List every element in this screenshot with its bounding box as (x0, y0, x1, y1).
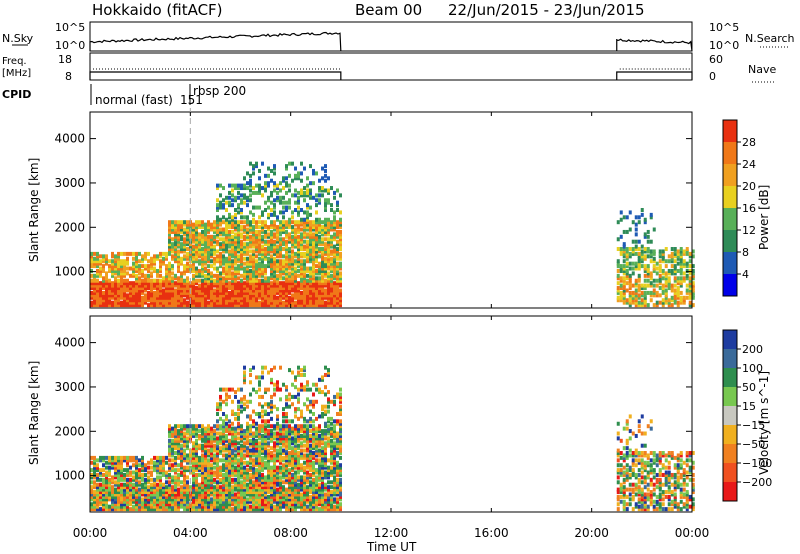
time-tick-label: 08:00 (273, 526, 308, 540)
noise-tick-left-bottom: 10^0 (55, 39, 85, 52)
range-tick-label: 2000 (54, 424, 85, 438)
nave-tick-bottom: 0 (709, 70, 716, 83)
power-colorbar: 4 8 12 16 20 24 28 (722, 119, 756, 297)
cpid-normal-fast: normal (fast) (95, 93, 173, 107)
station-title: Hokkaido (fitACF) (92, 1, 223, 19)
power-colorbar-label: Power [dB] (757, 185, 771, 250)
nsky-trace (89, 31, 693, 52)
nave-label: Nave (748, 63, 776, 76)
freq-tick-top: 18 (58, 53, 72, 66)
colorbar-tick-label: −15 (742, 419, 765, 432)
time-axis: 00:00 04:00 08:00 12:00 16:00 20:00 00:00 (73, 112, 710, 540)
colorbar-tick-label: 4 (742, 268, 749, 281)
cpid-strip: CPID normal (fast) 151 rbsp 200 (2, 84, 246, 107)
range-tick-label: 3000 (54, 380, 85, 394)
velocity-heatmap (90, 365, 695, 512)
nsearch-label: N.Search (745, 32, 795, 45)
time-tick-label: 00:00 (675, 526, 710, 540)
colorbar-tick-label: 20 (742, 180, 756, 193)
time-tick-label: 20:00 (574, 526, 609, 540)
power-panel: Slant Range [km] 1000 2000 3000 4000 4 8 12 16… (27, 111, 771, 309)
colorbar-tick-label: 200 (742, 343, 763, 356)
range-tick-label: 2000 (54, 220, 85, 234)
freq-label: Freq. (2, 56, 27, 67)
colorbar-tick-label: −50 (742, 438, 765, 451)
beam-label: Beam 00 (355, 1, 422, 19)
velocity-colorbar-label: Velocity [m s^-1] (757, 371, 771, 475)
noise-panel: N.Sky 10^5 10^0 10^5 10^0 N.Search (2, 21, 795, 52)
colorbar-tick-label: 50 (742, 381, 756, 394)
noise-tick-right-top: 10^5 (709, 21, 739, 34)
colorbar-tick-label: 8 (742, 246, 749, 259)
time-tick-label: 16:00 (474, 526, 509, 540)
time-tick-label: 12:00 (374, 526, 409, 540)
power-ylabel: Slant Range [km] (27, 158, 41, 262)
colorbar-tick-label: −100 (742, 457, 772, 470)
colorbar-tick-label: 12 (742, 224, 756, 237)
range-tick-label: 1000 (54, 469, 85, 483)
colorbar-tick-label: 28 (742, 136, 756, 149)
velocity-panel: Slant Range [km] 1000 2000 3000 4000 200 100… (27, 315, 772, 513)
cpid-rbsp-200: rbsp 200 (193, 84, 246, 98)
freq-tick-bottom: 8 (65, 70, 72, 83)
freq-unit: [MHz] (2, 68, 31, 79)
range-tick-label: 4000 (54, 336, 85, 350)
velocity-ylabel: Slant Range [km] (27, 361, 41, 465)
nave-tick-top: 60 (709, 53, 723, 66)
range-tick-label: 1000 (54, 265, 85, 279)
power-heatmap (90, 161, 695, 308)
date-range: 22/Jun/2015 - 23/Jun/2015 (448, 1, 645, 19)
colorbar-tick-label: −200 (742, 476, 772, 489)
range-tick-label: 3000 (54, 176, 85, 190)
time-axis-label: Time UT (366, 540, 417, 554)
time-tick-label: 04:00 (173, 526, 208, 540)
colorbar-tick-label: 15 (742, 400, 756, 413)
colorbar-tick-label: 100 (742, 362, 763, 375)
range-tick-label: 4000 (54, 132, 85, 146)
colorbar-tick-label: 24 (742, 158, 756, 171)
freq-trace (89, 71, 693, 80)
cpid-151: 151 (180, 93, 203, 107)
cpid-label: CPID (2, 88, 31, 101)
freq-panel: Freq. [MHz] 18 8 60 0 Nave (2, 52, 776, 83)
velocity-colorbar: 200 100 50 15 −15 −50 −100 −200 (722, 329, 772, 502)
time-tick-label: 00:00 (73, 526, 108, 540)
nsky-label: N.Sky (2, 32, 34, 45)
noise-tick-right-bottom: 10^0 (709, 39, 739, 52)
noise-tick-left-top: 10^5 (55, 21, 85, 34)
colorbar-tick-label: 16 (742, 202, 756, 215)
